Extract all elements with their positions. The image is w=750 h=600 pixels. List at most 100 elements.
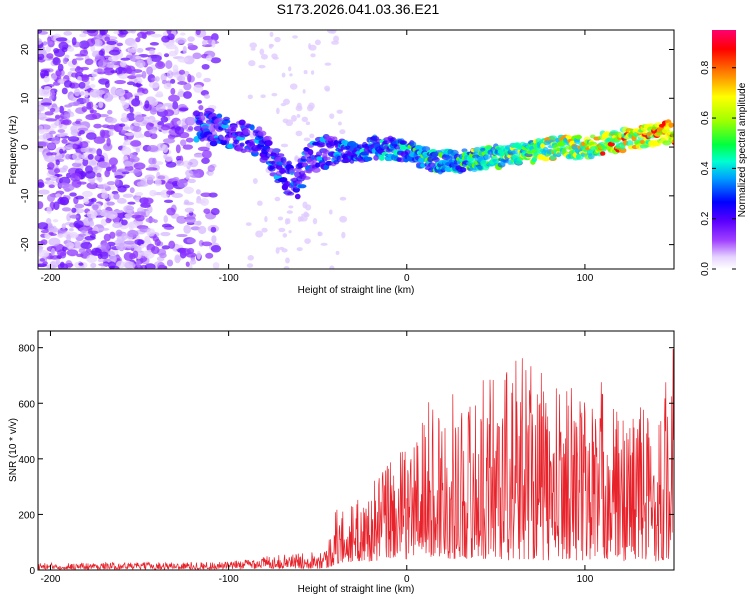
spectrogram-noise-blob: [163, 199, 174, 203]
spectrogram-noise-blob: [161, 35, 170, 43]
spectrogram-noise-blob: [38, 222, 49, 230]
spectrogram-noise-blob: [62, 57, 68, 65]
spectrogram-ridge-blob: [322, 149, 330, 154]
spectrogram-ridge-blob: [662, 140, 672, 146]
spectrogram-noise-blob: [183, 224, 192, 234]
spectrogram-ridge-blob: [229, 124, 238, 130]
spectrogram-noise-blob: [61, 87, 68, 95]
spectrogram-noise-blob: [184, 207, 195, 213]
spectrogram-noise-blob: [108, 49, 121, 56]
spectrogram-noise-blob: [121, 101, 130, 109]
spectrogram-noise-blob: [297, 216, 302, 222]
spectrogram-noise-blob: [66, 213, 71, 222]
spectrogram-ridge-blob: [233, 139, 240, 145]
colorbar-gradient: [712, 30, 736, 269]
spectrogram-noise-blob: [99, 30, 108, 36]
spectrogram-noise-blob: [124, 261, 136, 269]
spectrogram-noise-blob: [124, 132, 136, 136]
spectrogram-noise-blob: [201, 149, 212, 159]
spectrogram-noise-blob: [150, 54, 162, 62]
spectrogram-noise-blob: [166, 70, 174, 79]
spectrogram-noise-blob: [183, 82, 192, 91]
spectrogram-noise-blob: [117, 185, 127, 193]
spectrogram-noise-blob: [39, 129, 50, 133]
spectrogram-noise-blob: [70, 172, 82, 182]
spectrogram-noise-blob: [195, 30, 201, 36]
spectrogram-noise-blob: [252, 178, 258, 185]
spectrogram-noise-blob: [339, 129, 346, 135]
spectrogram-noise-blob: [301, 116, 309, 123]
spectrogram-noise-blob: [50, 152, 57, 156]
spectrogram-noise-blob: [136, 47, 144, 53]
spectrogram-noise-blob: [192, 169, 200, 177]
spectrogram-noise-blob: [128, 221, 134, 231]
spectrogram-y-axis-label: Frequency (Hz): [8, 116, 19, 185]
spectrogram-ridge-blob: [297, 184, 307, 189]
snr-series-line: [38, 348, 674, 570]
spectrogram-noise-blob: [310, 53, 316, 58]
colorbar-tick-label: 0.2: [700, 211, 711, 225]
spectrogram-noise-blob: [250, 47, 256, 51]
spectrogram-noise-blob: [274, 36, 281, 43]
spectrogram-noise-blob: [211, 39, 216, 48]
spectrogram-noise-blob: [247, 94, 253, 100]
spectrogram-noise-blob: [201, 63, 210, 70]
spectrogram-noise-blob: [201, 241, 213, 247]
spectrogram-noise-blob: [175, 144, 181, 154]
spectrogram-noise-blob: [310, 70, 315, 75]
spectrogram-ridge-blob: [272, 148, 281, 153]
spectrogram-noise-blob: [183, 91, 192, 99]
spectrogram-noise-blob: [58, 182, 70, 189]
spectrogram-noise-blob: [86, 254, 98, 263]
spectrogram-noise-blob: [146, 228, 156, 237]
spectrogram-noise-blob: [187, 178, 196, 184]
spectrogram-noise-blob: [96, 176, 101, 181]
spectrogram-noise-blob: [64, 54, 70, 59]
spectrogram-noise-blob: [92, 204, 99, 211]
spectrogram-noise-blob: [132, 250, 139, 259]
spectrogram-noise-blob: [73, 101, 81, 106]
spectrogram-noise-blob: [210, 244, 222, 253]
spectrogram-noise-blob: [336, 109, 343, 114]
spectrogram-noise-blob: [71, 179, 82, 188]
spectrogram-noise-blob: [67, 46, 75, 52]
spectrogram-ridge-blob: [575, 134, 582, 140]
spectrogram-noise-blob: [288, 205, 294, 209]
y-tick-label: -20: [20, 237, 31, 252]
spectrogram-noise-blob: [71, 58, 77, 65]
spectrogram-noise-blob: [56, 133, 66, 138]
spectrogram-noise-blob: [120, 96, 126, 104]
spectrogram-noise-blob: [81, 106, 88, 113]
x-tick-label: -100: [219, 574, 239, 585]
spectrogram-noise-blob: [86, 38, 96, 47]
spectrogram-noise-blob: [97, 227, 110, 231]
spectrogram-noise-blob: [326, 30, 335, 34]
spectrogram-noise-blob: [195, 71, 202, 79]
spectrogram-noise-blob: [80, 147, 90, 153]
spectrogram-noise-blob: [207, 165, 215, 172]
spectrogram-noise-blob: [200, 192, 212, 198]
spectrogram-noise-blob: [38, 30, 43, 34]
spectrogram-noise-blob: [155, 61, 166, 70]
spectrogram-noise-blob: [130, 140, 142, 147]
spectrogram-noise-blob: [77, 127, 89, 132]
spectrogram-noise-blob: [333, 35, 340, 43]
spectrogram-noise-blob: [160, 124, 171, 131]
spectrogram-noise-blob: [282, 118, 289, 124]
spectrogram-noise-blob: [286, 210, 293, 214]
y-tick-label: 0: [20, 144, 31, 150]
spectrogram-noise-blob: [45, 264, 58, 269]
spectrogram-noise-blob: [185, 215, 196, 224]
spectrogram-noise-blob: [90, 262, 97, 268]
spectrogram-noise-blob: [288, 230, 292, 234]
spectrogram-noise-blob: [65, 241, 75, 249]
spectrogram-noise-blob: [295, 130, 303, 137]
spectrogram-noise-blob: [139, 250, 152, 257]
spectrogram-noise-blob: [182, 46, 187, 54]
spectrogram-noise-blob: [146, 56, 152, 65]
spectrogram-noise-blob: [78, 130, 85, 135]
spectrogram-noise-blob: [143, 197, 154, 205]
spectrogram-noise-blob: [45, 45, 52, 53]
spectrogram-ridge-blob: [230, 127, 237, 132]
spectrogram-noise-blob: [115, 66, 127, 75]
